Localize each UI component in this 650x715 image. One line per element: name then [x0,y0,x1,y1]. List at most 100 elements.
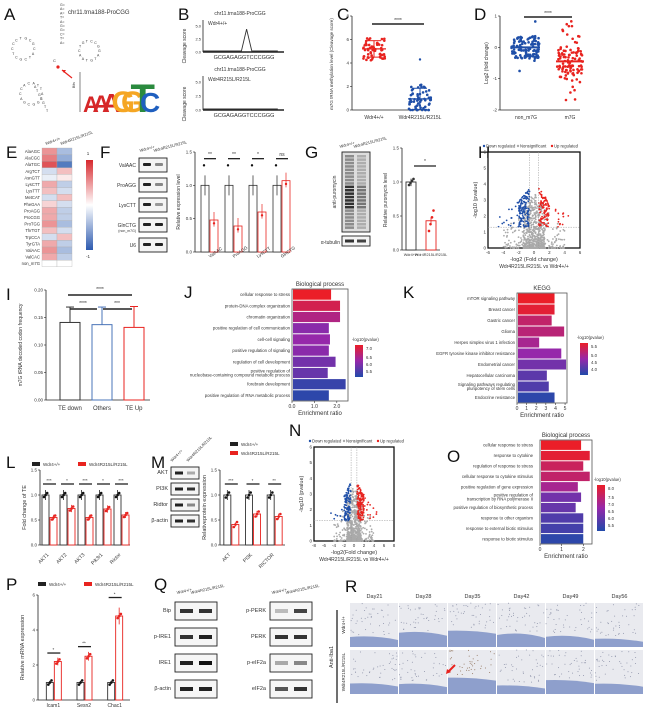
point-up [357,495,360,498]
xtick-label: 6 [383,543,386,548]
panel-d-ylabel: Log2 (fold change) [484,42,490,84]
point-up [356,512,359,515]
point-up [541,215,543,218]
stained-cell [484,667,486,669]
point-up [356,493,359,496]
bar-mut [115,615,124,701]
trna-base: G [32,103,35,107]
legend-label: Nonsignificant [346,439,373,444]
stained-cell [599,632,601,634]
point-nonsig [522,246,525,249]
trna-base: G [40,97,43,101]
ytick-label: 4 [346,61,349,66]
stained-cell [618,625,620,627]
stained-cell [403,622,405,624]
point-nonsig [534,196,537,198]
trna-base: C [90,39,93,43]
point-nonsig [352,536,355,539]
stained-cell [463,611,465,613]
stained-cell [357,676,359,678]
data-point [87,654,90,658]
heatmap-cell [41,207,58,215]
data-point [570,20,573,23]
trna-base: T [12,52,15,56]
point-nonsig [346,533,349,536]
point-up [362,516,365,519]
point-nonsig [354,498,357,501]
stained-cell [619,626,621,628]
significance-mark: * [424,159,426,165]
point-nonsig [353,540,356,542]
blot-band [345,175,354,178]
ytick-label: 0.00 [34,398,43,403]
legend-swatch [78,462,86,466]
data-point [533,34,537,38]
data-point [525,54,529,58]
point-down [520,209,523,212]
significance-mark: ** [272,478,276,483]
data-point [519,35,522,39]
stained-cell [411,677,413,679]
stained-cell [423,618,425,620]
point-up [557,218,560,221]
ylabel: -log10 (pvalue) [299,475,305,512]
trna-base: A [32,52,35,56]
trna-base: T= [60,16,64,20]
data-point [562,55,566,59]
stained-cell [489,619,491,621]
heatmap-cell [41,246,58,254]
blot-band [345,209,354,212]
bar-wt [41,494,50,546]
stained-cell [614,615,616,617]
stained-cell [595,675,597,677]
point-down [510,208,513,211]
xtick-label: PI3K [242,552,254,564]
significance-mark: ** [232,152,236,158]
enrichment-bar [518,337,540,348]
term-label: response to biotic stimulus [482,536,533,541]
data-point [519,38,523,42]
term-label: positive regulation of RNA metabolic pro… [205,393,290,398]
stained-cell [432,667,434,669]
panel-label: J [184,283,193,302]
stained-cell [435,610,437,612]
point-nonsig [562,228,565,231]
ytick-label: 0 [483,246,486,251]
point-down [347,492,349,495]
stained-cell [353,631,355,633]
point-down [510,217,513,219]
stained-cell [580,611,582,613]
point-up [554,208,557,211]
blot-band [143,183,151,186]
blot-band [345,219,354,223]
point-down [525,191,528,194]
trna-base: C [15,38,18,42]
point-down [519,211,521,214]
trna-base: C [29,38,32,42]
point-up [362,499,365,502]
data-point [575,54,579,57]
trna-base: T [29,56,32,60]
stained-cell [550,655,552,657]
ytick-label: 0.15 [34,315,43,320]
hippocampal-layer [399,631,447,647]
heatmap-row-label: ValAAC [26,248,40,253]
blot-band [275,661,288,665]
bar-wt [113,494,122,546]
point-nonsig [355,525,358,527]
colorbar-min: -1 [86,254,90,259]
blot-band [294,635,307,639]
data-point [247,493,251,497]
point-nonsig [509,246,512,249]
data-point [528,53,532,57]
stained-cell [475,616,477,618]
stained-cell [486,621,488,623]
hippocampal-layer [546,635,594,647]
point-nonsig [532,239,535,242]
blot-label: PI3K [156,486,168,492]
xtick-label: m7G [565,115,576,121]
blot-band [357,219,366,223]
blot-frame [138,237,168,253]
trna-base: C [15,56,18,60]
blot-band [357,165,366,168]
